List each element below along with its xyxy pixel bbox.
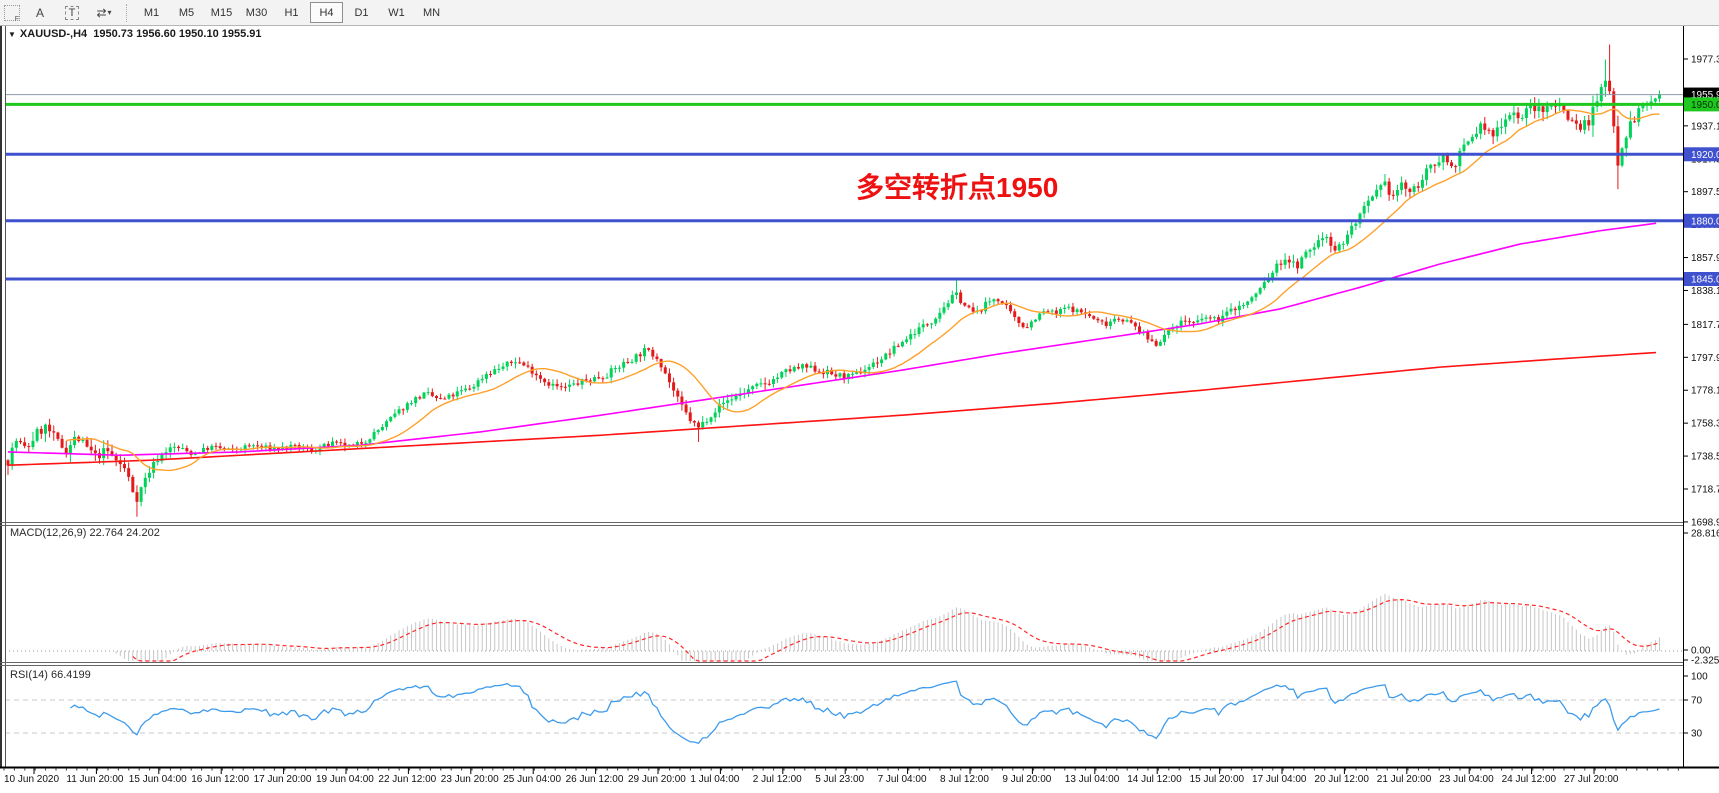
chart-annotation-text: 多空转折点1950 [856, 172, 1059, 203]
price-badge-label: 1880.0 [1691, 216, 1719, 227]
time-axis: 10 Jun 2020 11 Jun 20:00 15 Jun 04:00 16 Ju… [3, 768, 1679, 785]
time-axis-label: 27 Jul 20:00 [1564, 774, 1619, 785]
ohlc-values: 1950.73 1956.60 1950.10 1955.91 [93, 28, 262, 40]
symbol-dropdown-icon[interactable]: ▼ [8, 30, 16, 39]
macd-histogram [5, 593, 1683, 662]
timeframe-button-M15[interactable]: M15 [210, 6, 233, 19]
timeframe-button-M5[interactable]: M5 [178, 6, 195, 19]
rsi-axis-label: 100 [1691, 672, 1708, 683]
time-axis-label: 20 Jul 12:00 [1314, 774, 1369, 785]
time-axis-label: 7 Jul 04:00 [878, 774, 927, 785]
moving-averages [7, 108, 1660, 472]
time-axis-label: 15 Jun 04:00 [129, 774, 187, 785]
time-axis-label: 17 Jul 04:00 [1252, 774, 1307, 785]
horizontal-level-lines [5, 94, 1683, 281]
time-axis-label: 23 Jun 20:00 [441, 774, 499, 785]
rsi-indicator-label: RSI(14) 66.4199 [10, 669, 91, 681]
price-tick-label: 1817.70 [1691, 320, 1719, 331]
time-axis-label: 26 Jun 12:00 [566, 774, 624, 785]
macd-axis-label: -2.325 [1691, 656, 1719, 667]
price-badge-label: 1920.0 [1691, 150, 1719, 161]
time-axis-label: 13 Jul 04:00 [1065, 774, 1120, 785]
text-label-icon[interactable]: T [60, 3, 84, 23]
price-badge [1684, 147, 1719, 162]
toolbar-separator [126, 3, 128, 22]
time-axis-label: 25 Jun 04:00 [503, 774, 561, 785]
time-axis-label: 24 Jul 12:00 [1502, 774, 1557, 785]
price-tick-label: 1797.90 [1691, 353, 1719, 364]
time-axis-label: 9 Jul 20:00 [1002, 774, 1051, 785]
price-tick-label: 1937.10 [1691, 121, 1719, 132]
rsi-value: 66.4199 [50, 669, 91, 681]
time-axis-label: 16 Jun 12:00 [191, 774, 249, 785]
toolbar: F A T ⇄ ▾ M1 M5 M15 M30 H1 H4 D1 W1 MN [0, 0, 1719, 26]
rsi-axis-label: 30 [1691, 729, 1703, 740]
time-axis-label: 5 Jul 23:00 [815, 774, 864, 785]
symbol-label: XAUUSD-,H4 [19, 28, 88, 40]
price-badge [1684, 271, 1719, 286]
timeframe-button-MN[interactable]: MN [422, 6, 441, 19]
time-axis-label: 17 Jun 20:00 [254, 774, 312, 785]
price-tick-label: 1698.90 [1691, 517, 1719, 528]
price-tick-label: 1758.30 [1691, 419, 1719, 430]
timeframe-button-H1[interactable]: H1 [284, 6, 299, 19]
time-axis-label: 15 Jul 20:00 [1190, 774, 1245, 785]
time-axis-label: 10 Jun 2020 [4, 774, 59, 785]
price-tick-label: 1738.50 [1691, 452, 1719, 463]
timeframe-button-H4[interactable]: H4 [310, 2, 343, 23]
price-badge-label: 1955.9 [1691, 90, 1719, 101]
swap-arrows-icon[interactable]: ⇄ ▾ [96, 5, 112, 20]
candlesticks [6, 44, 1662, 517]
timeframe-buttons: M1 M5 M15 M30 H1 H4 D1 W1 MN [134, 2, 449, 23]
timeframe-button-D1[interactable]: D1 [354, 6, 369, 19]
price-tick-label: 1838.10 [1691, 286, 1719, 297]
time-axis-label: 23 Jul 04:00 [1439, 774, 1494, 785]
price-badge [1684, 97, 1719, 112]
macd-indicator-label: MACD(12,26,9) 22.764 24.202 [10, 527, 160, 539]
price-tick-label: 1857.90 [1691, 253, 1719, 264]
macd-values: 22.764 24.202 [89, 527, 160, 539]
rsi-axis-label: 70 [1691, 696, 1703, 707]
time-axis-label: 8 Jul 12:00 [940, 774, 989, 785]
time-axis-label: 22 Jun 12:00 [378, 774, 436, 785]
timeframe-button-W1[interactable]: W1 [388, 6, 405, 19]
time-axis-label: 11 Jun 20:00 [66, 774, 124, 785]
panel-borders [0, 25, 1719, 769]
macd-axis-label: 0.00 [1691, 646, 1711, 657]
macd-signal-line [132, 599, 1660, 662]
time-axis-label: 21 Jul 20:00 [1377, 774, 1432, 785]
price-tick-label: 1718.70 [1691, 485, 1719, 496]
timeframe-button-M30[interactable]: M30 [245, 6, 268, 19]
time-axis-label: 19 Jun 04:00 [316, 774, 374, 785]
symbol-ohlc-line: ▼ XAUUSD-,H4 1950.73 1956.60 1950.10 1955… [8, 28, 262, 40]
dropdown-caret-icon[interactable]: ▾ [107, 8, 112, 17]
time-axis-label: 1 Jul 04:00 [690, 774, 739, 785]
price-tick-label: 1897.50 [1691, 187, 1719, 198]
rsi-line [70, 680, 1660, 745]
price-badge-label: 1950.0 [1691, 100, 1719, 111]
price-badge-label: 1845.0 [1691, 274, 1719, 285]
price-axis: 1917.301877.701977.301937.101897.501857.… [1684, 55, 1719, 740]
font-a-icon[interactable]: A [35, 5, 44, 20]
toolbar-grip-icon[interactable]: F [4, 4, 20, 23]
timeframe-button-M1[interactable]: M1 [143, 6, 160, 19]
time-axis-label: 29 Jun 20:00 [628, 774, 686, 785]
price-tick-label: 1778.10 [1691, 386, 1719, 397]
rsi-panel-content [5, 680, 1683, 745]
time-axis-label: 2 Jul 12:00 [753, 774, 802, 785]
macd-axis-label: 28.816 [1691, 529, 1719, 540]
price-badge [1684, 213, 1719, 228]
price-tick-label: 1977.30 [1691, 55, 1719, 66]
time-axis-label: 14 Jul 12:00 [1127, 774, 1182, 785]
